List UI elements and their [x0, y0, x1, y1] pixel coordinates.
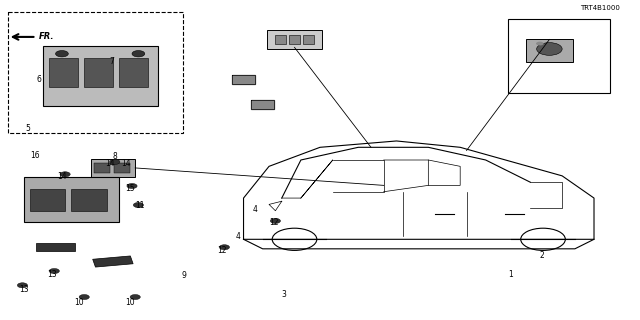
- Bar: [119, 59, 148, 87]
- Circle shape: [56, 51, 68, 57]
- Bar: [275, 35, 285, 44]
- Text: 11: 11: [135, 202, 145, 211]
- Text: 13: 13: [47, 270, 57, 279]
- Text: 4: 4: [236, 232, 241, 241]
- Text: 7: 7: [109, 57, 115, 66]
- Bar: [525, 39, 573, 62]
- Text: 2: 2: [540, 251, 545, 260]
- Circle shape: [270, 218, 280, 223]
- Bar: [8, 12, 183, 133]
- Polygon shape: [232, 75, 255, 84]
- Polygon shape: [252, 100, 274, 109]
- Bar: [289, 35, 300, 44]
- Circle shape: [536, 42, 543, 45]
- Text: 14: 14: [105, 159, 115, 168]
- Text: 4: 4: [253, 205, 258, 214]
- Circle shape: [133, 203, 143, 208]
- Bar: [43, 46, 157, 106]
- Text: 3: 3: [282, 290, 287, 299]
- Bar: [84, 59, 113, 87]
- Text: 10: 10: [75, 298, 84, 307]
- Circle shape: [17, 283, 28, 288]
- Text: 6: 6: [36, 75, 42, 84]
- Bar: [268, 30, 321, 49]
- Bar: [30, 188, 65, 211]
- Text: 8: 8: [113, 152, 118, 161]
- Bar: [49, 59, 78, 87]
- Circle shape: [79, 294, 90, 300]
- Text: 10: 10: [125, 298, 135, 307]
- Bar: [36, 243, 75, 251]
- Text: 16: 16: [30, 151, 40, 160]
- Bar: [114, 163, 130, 173]
- Circle shape: [132, 51, 145, 57]
- Circle shape: [537, 43, 562, 55]
- Bar: [24, 178, 119, 222]
- Text: 14: 14: [58, 172, 67, 181]
- Bar: [93, 256, 133, 267]
- Circle shape: [60, 172, 70, 177]
- Text: 1: 1: [508, 270, 513, 279]
- Text: 12: 12: [269, 218, 278, 227]
- Text: 14: 14: [121, 159, 131, 168]
- Bar: [72, 188, 106, 211]
- Text: FR.: FR.: [38, 32, 54, 41]
- Bar: [91, 159, 135, 177]
- Circle shape: [127, 183, 137, 188]
- Text: TRT4B1000: TRT4B1000: [580, 5, 620, 11]
- Bar: [508, 19, 610, 93]
- Text: 9: 9: [182, 271, 187, 280]
- Circle shape: [109, 159, 120, 164]
- Circle shape: [49, 268, 60, 274]
- Bar: [94, 163, 109, 173]
- Bar: [303, 35, 314, 44]
- Text: 15: 15: [125, 184, 135, 193]
- Circle shape: [130, 294, 140, 300]
- Circle shape: [220, 245, 230, 250]
- Text: 12: 12: [217, 246, 227, 255]
- Text: 5: 5: [26, 124, 31, 133]
- Text: 13: 13: [19, 284, 29, 294]
